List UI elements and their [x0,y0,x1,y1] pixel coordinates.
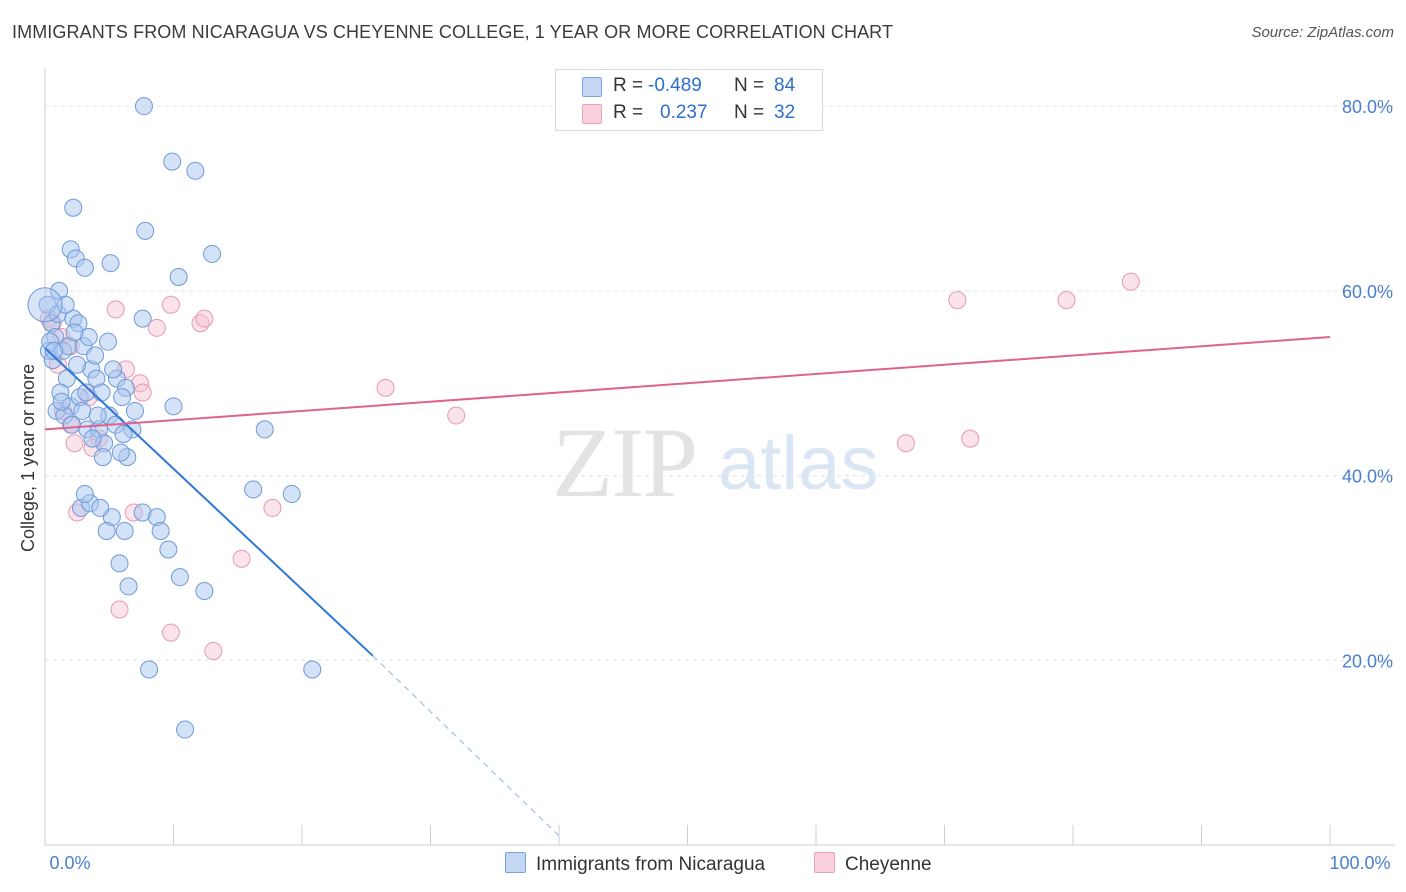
point-nicaragua [44,341,63,360]
point-nicaragua [52,392,71,411]
point-nicaragua [140,660,159,679]
point-nicaragua [134,97,153,116]
point-nicaragua [91,498,110,517]
legend-n-label: N = [734,102,765,123]
point-cheyenne [896,434,915,453]
point-nicaragua [282,485,301,504]
point-nicaragua [73,401,92,420]
watermark-atlas: atlas [718,421,879,506]
point-cheyenne [948,291,967,310]
trendline-cheyenne [44,336,1331,431]
bottom-legend-label-nicaragua: Immigrants from Nicaragua [536,854,766,875]
bottom-swatch-nicaragua [505,852,526,873]
legend-n-label: N = [734,75,765,96]
y-tick-label: 20.0% [1342,651,1393,671]
y-tick-label: 80.0% [1342,97,1393,117]
point-nicaragua [62,415,81,434]
point-cheyenne [1121,272,1140,291]
point-nicaragua [111,443,130,462]
point-nicaragua-cluster [27,287,63,323]
x-tick-label: 0.0% [49,853,90,873]
bottom-legend-nicaragua: Immigrants from Nicaragua [505,852,765,876]
point-nicaragua [65,323,84,342]
point-cheyenne [161,295,180,314]
legend-r-label: R = [613,102,644,123]
legend-n-value: 32 [774,102,796,123]
trendline-nicaragua [44,347,374,657]
point-nicaragua [125,401,144,420]
point-cheyenne [106,300,125,319]
bottom-legend-label-cheyenne: Cheyenne [845,854,932,875]
point-cheyenne [161,623,180,642]
point-cheyenne [110,600,129,619]
point-cheyenne [204,642,223,661]
point-nicaragua [64,198,83,217]
point-nicaragua [164,397,183,416]
point-cheyenne [447,406,466,425]
chart-title: IMMIGRANTS FROM NICARAGUA VS CHEYENNE CO… [12,22,894,42]
point-nicaragua [244,480,263,499]
point-nicaragua [88,406,107,425]
watermark-zip: ZIP [552,407,698,518]
point-nicaragua [98,332,117,351]
x-tick-label: 100.0% [1329,853,1390,873]
point-nicaragua [151,522,170,540]
point-nicaragua [195,582,214,601]
point-nicaragua [303,660,322,679]
point-nicaragua [101,254,120,273]
point-cheyenne [65,434,84,453]
point-nicaragua [110,554,129,573]
point-nicaragua [68,355,87,374]
point-cheyenne [1057,291,1076,310]
point-nicaragua [163,152,182,171]
point-nicaragua [115,522,134,540]
point-cheyenne [147,318,166,337]
point-nicaragua [133,309,152,328]
bottom-legend-cheyenne: Cheyenne [814,852,932,876]
point-nicaragua [92,383,111,402]
point-nicaragua [75,258,94,277]
point-nicaragua [83,429,102,448]
legend-r-value: 0.237 [660,102,708,123]
point-nicaragua [203,244,222,263]
point-nicaragua [159,540,178,559]
legend-swatch-nicaragua [582,77,602,97]
point-cheyenne [263,498,282,517]
point-cheyenne [376,378,395,397]
legend-n-value: 84 [774,75,796,96]
point-cheyenne [133,383,152,402]
point-nicaragua [114,425,133,444]
point-nicaragua [93,448,112,467]
bottom-swatch-cheyenne [814,852,835,873]
y-tick-label: 60.0% [1342,282,1393,302]
point-nicaragua [186,161,205,180]
point-nicaragua [86,346,105,365]
point-cheyenne [195,309,214,328]
point-nicaragua [113,388,132,407]
point-nicaragua [97,522,116,540]
point-nicaragua [169,268,188,287]
source-credit: Source: ZipAtlas.com [1251,24,1394,41]
point-nicaragua [104,360,123,379]
point-nicaragua [119,577,138,596]
point-cheyenne [961,429,980,448]
correlation-legend: R = -0.489 N = 84 R = 0.237 N = 32 [555,69,823,131]
point-nicaragua [255,420,274,439]
point-nicaragua [75,485,94,504]
legend-swatch-cheyenne [582,104,602,124]
y-axis-title: College, 1 year or more [18,364,38,552]
point-nicaragua [136,221,155,240]
point-nicaragua [170,568,189,587]
legend-r-value: -0.489 [648,75,702,96]
y-tick-label: 40.0% [1342,467,1393,487]
point-nicaragua [176,720,195,739]
point-cheyenne [232,549,251,568]
legend-r-label: R = [613,75,644,96]
trendline-nicaragua-extension [372,655,560,837]
